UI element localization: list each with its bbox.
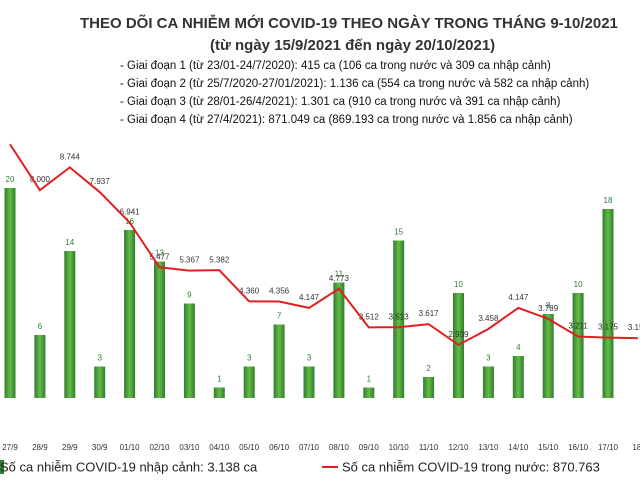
bar (363, 387, 375, 398)
bar (273, 324, 285, 398)
bar-label: 3 (247, 354, 252, 363)
x-tick-label: 02/10 (149, 443, 170, 452)
bar (154, 261, 165, 398)
x-tick-label: 13/10 (478, 443, 499, 452)
bar (213, 387, 225, 398)
x-tick-label: 01/10 (120, 443, 141, 452)
legend-label: Số ca nhiễm COVID-19 trong nước: 870.763 (342, 459, 600, 474)
line-label: 3.175 (598, 323, 619, 332)
bar (124, 230, 136, 398)
bar (64, 251, 76, 398)
chart-subtitle: (từ ngày 15/9/2021 đến ngày 20/10/2021) (210, 37, 495, 54)
line-label: 3.513 (389, 312, 410, 321)
x-tick-label: 30/9 (92, 443, 108, 452)
line-label: 4.356 (269, 287, 290, 296)
x-tick-label: 29/9 (62, 443, 78, 452)
line-label: 3.458 (478, 314, 499, 323)
x-tick-label: 07/10 (299, 443, 320, 452)
x-tick-label: 16/10 (568, 443, 589, 452)
x-tick-label: 08/10 (329, 443, 350, 452)
note: - Giai đoạn 1 (từ 23/01-24/7/2020): 415 … (120, 60, 551, 72)
legend-label: Số ca nhiễm COVID-19 nhập cảnh: 3.138 ca (0, 459, 258, 474)
bar (333, 282, 345, 398)
bar (243, 366, 255, 398)
bar (94, 366, 106, 398)
x-tick-label: 10/10 (389, 443, 410, 452)
x-tick-label: 17/10 (598, 443, 619, 452)
line-label: 3.512 (359, 312, 380, 321)
line-label: 5.477 (149, 252, 170, 261)
bar (482, 366, 494, 398)
bar-label: 1 (367, 375, 372, 384)
line-label: 2.939 (448, 330, 469, 339)
bar-label: 20 (6, 175, 15, 184)
bar (34, 335, 46, 398)
line-label: 6.941 (120, 208, 141, 217)
bar (512, 356, 524, 398)
bar (393, 240, 405, 398)
bar (572, 293, 584, 398)
bar-label: 2 (426, 364, 431, 373)
bar-label: 9 (187, 291, 192, 300)
line-label: 3.617 (419, 309, 440, 318)
bar-label: 10 (454, 280, 463, 289)
x-tick-label: 09/10 (359, 443, 380, 452)
line-label: 5.382 (209, 255, 230, 264)
line-label: 4.773 (329, 274, 350, 283)
line-label: 4.147 (508, 293, 529, 302)
line-label: 8.744 (60, 152, 81, 161)
line-label: 3.211 (568, 322, 588, 331)
bar-label: 3 (307, 354, 312, 363)
bar-label: 4 (516, 343, 521, 352)
x-tick-label: 11/10 (419, 443, 439, 452)
bar-label: 6 (38, 322, 43, 331)
bar (542, 314, 554, 398)
x-tick-label: 28/9 (32, 443, 48, 452)
line-label: 3.789 (538, 304, 559, 313)
x-tick-label: 05/10 (239, 443, 260, 452)
bar (303, 366, 315, 398)
x-tick-label: 14/10 (508, 443, 529, 452)
line-label: 8.000 (30, 175, 51, 184)
x-tick-label: 06/10 (269, 443, 290, 452)
x-tick-label: 04/10 (209, 443, 230, 452)
bar-label: 7 (277, 312, 282, 321)
note: - Giai đoạn 3 (từ 28/01-26/4/2021): 1.30… (120, 96, 561, 108)
x-tick-label: 12/10 (448, 443, 469, 452)
line (9, 143, 638, 347)
bar-label: 1 (217, 375, 222, 384)
line-label: 5.367 (179, 256, 200, 265)
bar (423, 377, 435, 398)
bar-label: 3 (486, 354, 491, 363)
x-tick-label: 15/10 (538, 443, 559, 452)
bar (4, 188, 16, 398)
bar (602, 209, 614, 398)
bar-label: 8 (546, 301, 551, 310)
legend-swatch (0, 460, 4, 474)
bar-label: 18 (604, 196, 613, 205)
line-label: 7.937 (90, 177, 111, 186)
x-tick-label: 27/9 (2, 443, 18, 452)
x-tick-label: 18/ (632, 443, 640, 452)
line-label: 4.147 (299, 293, 320, 302)
x-tick-label: 03/10 (179, 443, 200, 452)
bar-label: 13 (155, 249, 164, 258)
bar-label: 3 (97, 354, 102, 363)
chart-title: THEO DÕI CA NHIỄM MỚI COVID-19 THEO NGÀY… (80, 14, 618, 32)
bar-label: 10 (574, 280, 583, 289)
note: - Giai đoạn 4 (từ 27/4/2021): 871.049 ca… (120, 114, 573, 126)
line-label: 4.360 (239, 287, 260, 296)
note: - Giai đoạn 2 (từ 25/7/2020-27/01/2021):… (120, 78, 589, 90)
bar-label: 11 (335, 270, 344, 279)
line-label: 3.159 (628, 323, 640, 332)
bar-label: 15 (394, 228, 403, 237)
bar-label: 14 (65, 238, 74, 247)
bar (183, 303, 195, 398)
